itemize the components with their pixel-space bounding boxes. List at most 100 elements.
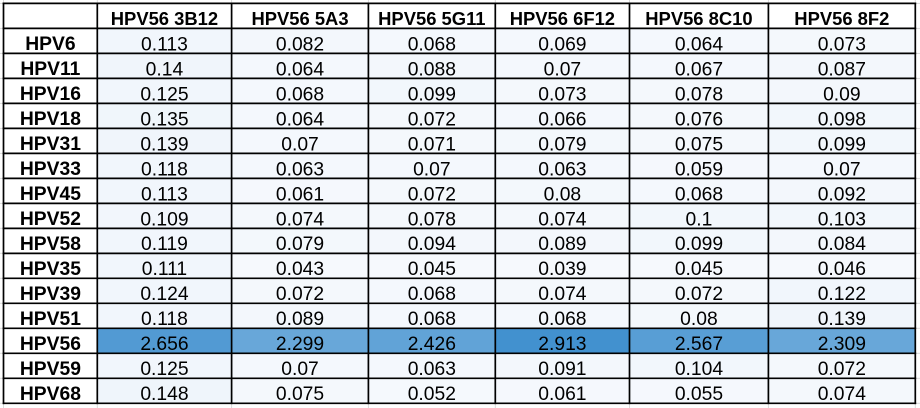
svg-text:2.656: 2.656: [140, 334, 188, 355]
svg-text:HPV59: HPV59: [20, 359, 81, 380]
svg-text:0.07: 0.07: [281, 134, 319, 155]
svg-text:0.074: 0.074: [276, 209, 325, 230]
svg-text:0.071: 0.071: [408, 134, 456, 155]
svg-text:0.125: 0.125: [140, 84, 188, 105]
svg-text:0.075: 0.075: [276, 384, 324, 405]
svg-text:0.072: 0.072: [408, 184, 456, 205]
svg-text:HPV39: HPV39: [20, 284, 81, 305]
svg-text:0.119: 0.119: [141, 234, 188, 255]
svg-text:0.07: 0.07: [281, 359, 319, 380]
svg-text:0.045: 0.045: [675, 259, 723, 280]
svg-text:0.094: 0.094: [408, 234, 457, 255]
svg-text:0.08: 0.08: [544, 184, 582, 205]
svg-text:HPV51: HPV51: [20, 309, 81, 330]
svg-text:0.078: 0.078: [675, 84, 723, 105]
svg-text:0.08: 0.08: [680, 309, 718, 330]
svg-text:0.07: 0.07: [823, 159, 861, 180]
svg-text:0.076: 0.076: [675, 109, 723, 130]
svg-text:HPV56 8C10: HPV56 8C10: [645, 8, 752, 29]
svg-text:0.079: 0.079: [538, 134, 586, 155]
svg-text:0.118: 0.118: [141, 159, 188, 180]
svg-text:0.039: 0.039: [538, 259, 586, 280]
svg-text:0.099: 0.099: [408, 84, 456, 105]
svg-text:HPV56: HPV56: [20, 334, 81, 355]
svg-text:0.064: 0.064: [675, 34, 724, 55]
svg-text:0.089: 0.089: [538, 234, 586, 255]
svg-text:0.073: 0.073: [818, 34, 866, 55]
svg-text:0.079: 0.079: [276, 234, 324, 255]
svg-text:0.063: 0.063: [538, 159, 586, 180]
svg-text:0.125: 0.125: [140, 359, 188, 380]
svg-text:0.09: 0.09: [823, 84, 861, 105]
svg-text:HPV6: HPV6: [25, 34, 76, 55]
svg-text:0.139: 0.139: [140, 134, 188, 155]
svg-text:0.103: 0.103: [818, 209, 866, 230]
svg-text:HPV56 8F2: HPV56 8F2: [794, 8, 889, 29]
svg-text:0.068: 0.068: [408, 309, 456, 330]
svg-text:0.068: 0.068: [675, 184, 723, 205]
svg-text:HPV56 6F12: HPV56 6F12: [510, 8, 615, 29]
svg-text:0.135: 0.135: [140, 109, 188, 130]
svg-text:0.139: 0.139: [818, 309, 866, 330]
svg-text:0.075: 0.075: [675, 134, 723, 155]
svg-text:0.072: 0.072: [818, 359, 866, 380]
svg-text:0.122: 0.122: [818, 284, 866, 305]
svg-text:0.072: 0.072: [408, 109, 456, 130]
svg-text:0.068: 0.068: [408, 284, 456, 305]
svg-text:HPV56 5A3: HPV56 5A3: [251, 8, 348, 29]
svg-text:0.089: 0.089: [276, 309, 324, 330]
svg-text:0.104: 0.104: [675, 359, 724, 380]
svg-text:HPV58: HPV58: [20, 234, 81, 255]
svg-text:0.099: 0.099: [818, 134, 866, 155]
svg-text:0.046: 0.046: [818, 259, 866, 280]
svg-text:0.066: 0.066: [538, 109, 586, 130]
svg-text:0.074: 0.074: [538, 284, 587, 305]
svg-text:0.109: 0.109: [140, 209, 188, 230]
svg-text:0.078: 0.078: [408, 209, 456, 230]
svg-text:HPV18: HPV18: [20, 109, 81, 130]
svg-text:HPV45: HPV45: [20, 184, 81, 205]
svg-text:0.063: 0.063: [276, 159, 324, 180]
svg-text:0.07: 0.07: [413, 159, 451, 180]
svg-text:0.1: 0.1: [686, 209, 713, 230]
svg-text:0.098: 0.098: [818, 109, 866, 130]
svg-text:0.052: 0.052: [408, 384, 456, 405]
svg-text:0.055: 0.055: [675, 384, 723, 405]
svg-text:0.113: 0.113: [141, 34, 188, 55]
svg-text:0.124: 0.124: [140, 284, 189, 305]
svg-text:HPV52: HPV52: [20, 209, 81, 230]
svg-text:0.067: 0.067: [675, 59, 723, 80]
svg-text:0.082: 0.082: [276, 34, 324, 55]
svg-text:0.059: 0.059: [675, 159, 723, 180]
svg-text:0.111: 0.111: [142, 259, 187, 280]
svg-text:0.061: 0.061: [538, 384, 586, 405]
svg-text:HPV16: HPV16: [20, 84, 81, 105]
svg-text:0.113: 0.113: [141, 184, 188, 205]
svg-text:HPV56 5G11: HPV56 5G11: [378, 8, 485, 29]
svg-text:0.064: 0.064: [276, 109, 325, 130]
svg-text:2.309: 2.309: [818, 334, 866, 355]
svg-text:HPV11: HPV11: [20, 59, 80, 80]
svg-text:2.913: 2.913: [538, 334, 586, 355]
svg-text:0.084: 0.084: [818, 234, 867, 255]
svg-text:0.045: 0.045: [408, 259, 456, 280]
svg-text:0.07: 0.07: [544, 59, 582, 80]
svg-text:HPV35: HPV35: [20, 259, 81, 280]
svg-text:0.148: 0.148: [140, 384, 188, 405]
svg-text:2.299: 2.299: [276, 334, 324, 355]
svg-text:0.072: 0.072: [276, 284, 324, 305]
svg-text:HPV31: HPV31: [20, 134, 81, 155]
svg-text:0.064: 0.064: [276, 59, 325, 80]
svg-text:HPV68: HPV68: [20, 384, 81, 405]
svg-text:0.091: 0.091: [538, 359, 586, 380]
svg-text:0.073: 0.073: [538, 84, 586, 105]
svg-text:2.426: 2.426: [408, 334, 456, 355]
svg-text:0.099: 0.099: [675, 234, 723, 255]
svg-text:0.068: 0.068: [276, 84, 324, 105]
svg-text:0.092: 0.092: [818, 184, 866, 205]
svg-text:0.068: 0.068: [408, 34, 456, 55]
svg-text:0.074: 0.074: [538, 209, 587, 230]
svg-text:0.068: 0.068: [538, 309, 586, 330]
svg-text:0.072: 0.072: [675, 284, 723, 305]
svg-text:0.043: 0.043: [276, 259, 324, 280]
